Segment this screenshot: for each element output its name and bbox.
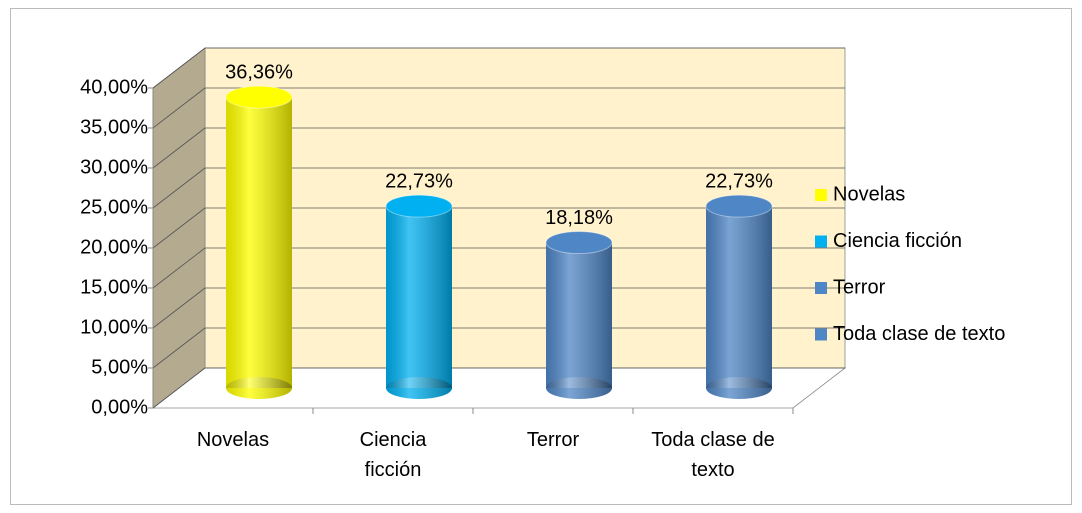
x-tick-label: Ciencia ficción — [359, 429, 427, 481]
y-tick-label: 0,00% — [91, 396, 148, 418]
grid-line-side — [152, 327, 206, 369]
bar-top — [225, 85, 293, 109]
grid-line-side — [152, 167, 206, 209]
x-tick-label: Novelas — [196, 429, 270, 451]
y-tick-label: 15,00% — [80, 276, 148, 298]
grid-line-side — [152, 127, 206, 169]
bar-shade — [546, 242, 612, 388]
legend-label: Toda clase de texto — [833, 323, 1005, 345]
bar-shade — [706, 206, 772, 388]
bar-shade — [386, 206, 452, 388]
y-tick-label: 10,00% — [80, 316, 148, 338]
bar-top — [385, 194, 453, 218]
y-tick-label: 20,00% — [80, 236, 148, 258]
value-label: 36,36% — [225, 61, 293, 83]
value-label: 18,18% — [545, 207, 613, 229]
legend-label: Terror — [833, 276, 886, 298]
x-tick-label: Terror — [526, 429, 580, 451]
grid-line-side — [152, 87, 206, 129]
legend-swatch — [815, 189, 827, 201]
grid-line-side — [152, 207, 206, 249]
grid-line-side — [152, 247, 206, 289]
bar-base-shade — [386, 377, 452, 399]
value-label: 22,73% — [385, 170, 453, 192]
bar-base-shade — [546, 377, 612, 399]
y-tick-label: 25,00% — [80, 196, 148, 218]
legend-label: Novelas — [833, 183, 905, 205]
bar-top — [545, 231, 613, 255]
x-tick-label: Toda clase de texto — [651, 429, 775, 481]
y-tick-label: 40,00% — [80, 76, 148, 98]
legend-swatch — [815, 328, 827, 341]
y-tick-label: 35,00% — [80, 116, 148, 138]
grid-line-side — [152, 287, 206, 329]
bar-shade — [226, 97, 292, 389]
legend-swatch — [815, 235, 827, 248]
legend-label: Ciencia ficción — [833, 230, 962, 252]
y-tick-label: 30,00% — [80, 156, 148, 178]
bar-top — [705, 194, 773, 218]
grid-line-side — [152, 367, 206, 409]
bar-base-shade — [706, 377, 772, 399]
legend-swatch — [815, 282, 827, 294]
grid-line-side — [152, 47, 206, 89]
value-label: 22,73% — [705, 170, 773, 192]
y-tick-label: 5,00% — [91, 356, 148, 378]
bar-base-shade — [226, 377, 292, 399]
